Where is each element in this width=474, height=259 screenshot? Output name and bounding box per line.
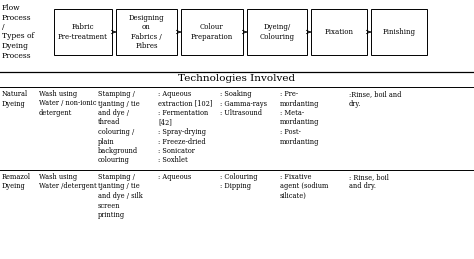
Text: Fixation: Fixation [325, 28, 354, 36]
Text: Dyeing/
Colouring: Dyeing/ Colouring [259, 23, 294, 41]
Text: : Pre-
mordanting
: Meta-
mordanting
: Post-
mordanting: : Pre- mordanting : Meta- mordanting : P… [280, 90, 319, 146]
Text: Flow
Process
/
Types of
Dyeing
Process: Flow Process / Types of Dyeing Process [2, 4, 34, 60]
Text: : Fixative
agent (sodium
silicate): : Fixative agent (sodium silicate) [280, 173, 328, 200]
Text: : Rinse, boil
and dry.: : Rinse, boil and dry. [349, 173, 389, 191]
Text: Fabric
Pre-treatment: Fabric Pre-treatment [58, 23, 108, 41]
Bar [311, 9, 367, 55]
Bar [54, 9, 112, 55]
Text: Natural
Dyeing: Natural Dyeing [2, 90, 28, 107]
Text: Wash using
Water / non-ionic
detergent: Wash using Water / non-ionic detergent [39, 90, 97, 117]
Text: Technologies Involved: Technologies Involved [178, 74, 296, 83]
Text: : Colouring
: Dipping: : Colouring : Dipping [220, 173, 257, 191]
Bar [181, 9, 243, 55]
Bar [247, 9, 307, 55]
Text: Remazol
Dyeing: Remazol Dyeing [2, 173, 31, 191]
Text: : Aqueous
extraction [102]
: Fermentation
[42]
: Spray-drying
: Freeze-dried
: S: : Aqueous extraction [102] : Fermentatio… [158, 90, 212, 164]
Text: Wash using
Water /detergent: Wash using Water /detergent [39, 173, 97, 191]
Text: Finishing: Finishing [383, 28, 416, 36]
Text: : Aqueous: : Aqueous [158, 173, 191, 181]
Bar [371, 9, 427, 55]
Bar [116, 9, 177, 55]
Text: :Rinse, boil and
dry.: :Rinse, boil and dry. [349, 90, 401, 107]
Text: Stamping /
tjanting / tie
and dye /
thread
colouring /
plain
background
colourin: Stamping / tjanting / tie and dye / thre… [98, 90, 140, 164]
Text: Designing
on
Fabrics /
Fibres: Designing on Fabrics / Fibres [128, 14, 164, 50]
Text: Colour
Preparation: Colour Preparation [191, 23, 233, 41]
Text: Stamping /
tjanting / tie
and dye / silk
screen
printing: Stamping / tjanting / tie and dye / silk… [98, 173, 143, 219]
Text: : Soaking
: Gamma-rays
: Ultrasound: : Soaking : Gamma-rays : Ultrasound [220, 90, 267, 117]
